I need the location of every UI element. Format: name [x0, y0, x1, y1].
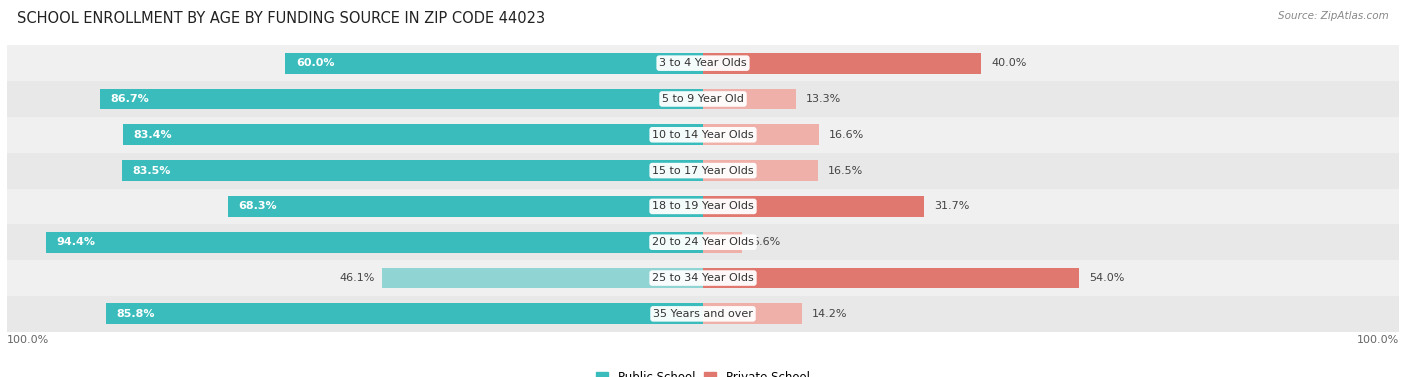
Text: 20 to 24 Year Olds: 20 to 24 Year Olds — [652, 237, 754, 247]
Bar — [703, 232, 742, 253]
Bar — [7, 117, 1399, 153]
Bar — [703, 196, 924, 217]
Text: 13.3%: 13.3% — [806, 94, 841, 104]
Text: 31.7%: 31.7% — [934, 201, 970, 211]
Bar — [105, 303, 703, 324]
Text: 100.0%: 100.0% — [7, 336, 49, 345]
Text: 15 to 17 Year Olds: 15 to 17 Year Olds — [652, 166, 754, 176]
Legend: Public School, Private School: Public School, Private School — [592, 366, 814, 377]
Text: 40.0%: 40.0% — [991, 58, 1028, 68]
Bar — [100, 89, 703, 109]
Text: 35 Years and over: 35 Years and over — [652, 309, 754, 319]
Text: 10 to 14 Year Olds: 10 to 14 Year Olds — [652, 130, 754, 140]
Text: 94.4%: 94.4% — [56, 237, 96, 247]
Text: 3 to 4 Year Olds: 3 to 4 Year Olds — [659, 58, 747, 68]
Text: 54.0%: 54.0% — [1090, 273, 1125, 283]
Text: 18 to 19 Year Olds: 18 to 19 Year Olds — [652, 201, 754, 211]
Text: SCHOOL ENROLLMENT BY AGE BY FUNDING SOURCE IN ZIP CODE 44023: SCHOOL ENROLLMENT BY AGE BY FUNDING SOUR… — [17, 11, 546, 26]
Text: 16.6%: 16.6% — [830, 130, 865, 140]
Bar — [703, 268, 1078, 288]
Bar — [7, 188, 1399, 224]
Bar — [382, 268, 703, 288]
Text: 86.7%: 86.7% — [110, 94, 149, 104]
Bar — [703, 303, 801, 324]
Text: 85.8%: 85.8% — [117, 309, 155, 319]
Bar — [703, 89, 796, 109]
Bar — [122, 124, 703, 145]
Bar — [285, 53, 703, 74]
Text: 14.2%: 14.2% — [813, 309, 848, 319]
Bar — [703, 53, 981, 74]
Text: 83.5%: 83.5% — [132, 166, 170, 176]
Bar — [228, 196, 703, 217]
Text: 100.0%: 100.0% — [1357, 336, 1399, 345]
Text: 83.4%: 83.4% — [134, 130, 172, 140]
Text: 25 to 34 Year Olds: 25 to 34 Year Olds — [652, 273, 754, 283]
Bar — [46, 232, 703, 253]
Text: 16.5%: 16.5% — [828, 166, 863, 176]
Bar — [7, 153, 1399, 188]
Bar — [7, 296, 1399, 332]
Bar — [7, 224, 1399, 260]
Bar — [7, 81, 1399, 117]
Bar — [703, 124, 818, 145]
Text: 5 to 9 Year Old: 5 to 9 Year Old — [662, 94, 744, 104]
Bar — [703, 160, 818, 181]
Text: 60.0%: 60.0% — [295, 58, 335, 68]
Text: 5.6%: 5.6% — [752, 237, 780, 247]
Bar — [7, 260, 1399, 296]
Text: 68.3%: 68.3% — [238, 201, 277, 211]
Bar — [7, 45, 1399, 81]
Text: 46.1%: 46.1% — [340, 273, 375, 283]
Text: Source: ZipAtlas.com: Source: ZipAtlas.com — [1278, 11, 1389, 21]
Bar — [122, 160, 703, 181]
